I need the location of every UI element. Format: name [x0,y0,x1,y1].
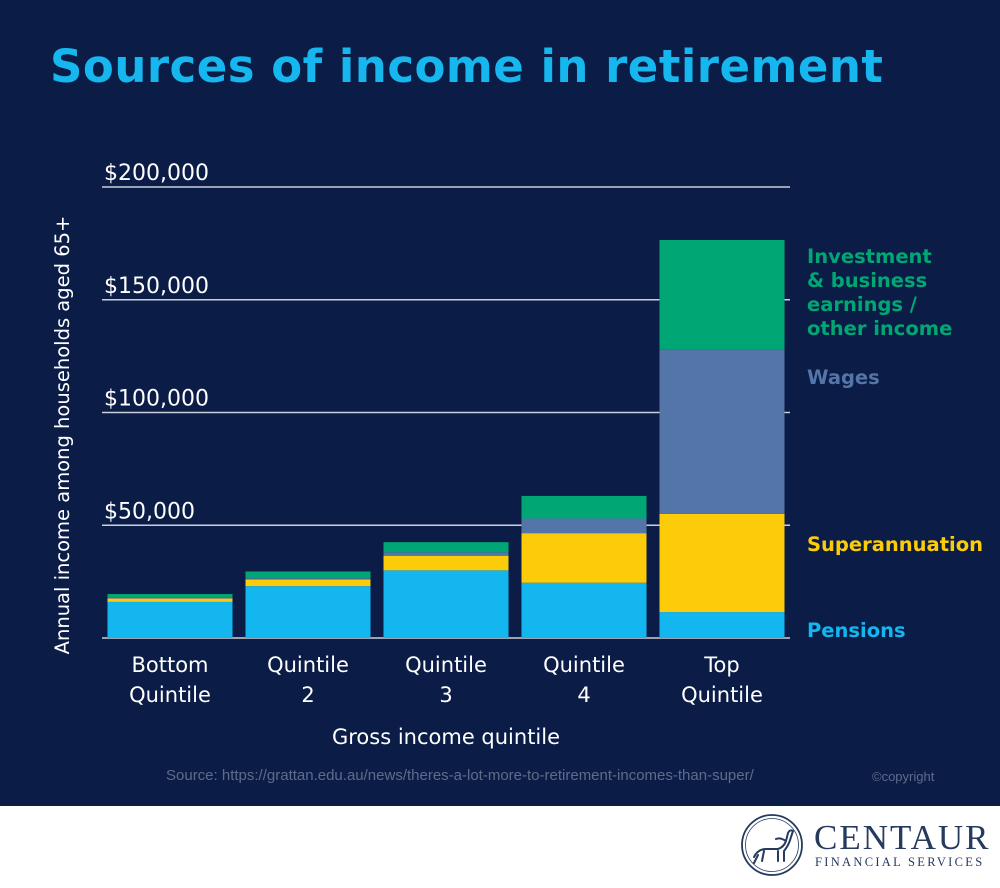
bar-segment [107,601,233,638]
series-label: Wages [807,366,880,389]
x-tick-label: Quintile [267,653,349,677]
logo-subtitle: FINANCIAL SERVICES [815,855,985,869]
bar-segment [383,542,509,553]
series-label: Investment [807,245,932,268]
bar-segment [107,594,233,598]
x-tick-label: Quintile [405,653,487,677]
chart-panel [0,0,1000,806]
bar-segment [659,239,785,350]
logo-wordmark: CENTAUR [814,818,991,857]
series-label: & business [807,269,927,292]
centaur-logo-icon [741,814,803,876]
y-tick-label: $100,000 [104,387,209,412]
bar-segment [659,349,785,514]
footer [0,806,1000,888]
bar-segment [383,552,509,556]
bar-segment [383,570,509,638]
x-axis-label: Gross income quintile [332,725,560,749]
chart-title: Sources of income in retirement [50,40,884,93]
bar-segment [245,578,371,580]
x-tick-label: 2 [301,683,314,707]
x-tick-label: Top [703,653,739,677]
series-label: Superannuation [807,533,983,556]
series-label: earnings / [807,293,918,316]
bar-segment [521,495,647,519]
x-tick-label: Bottom [131,653,208,677]
series-label: Pensions [807,619,906,642]
bar-segment [245,586,371,638]
bar-segment [659,612,785,638]
y-axis-label: Annual income among households aged 65+ [51,216,74,655]
x-tick-label: 3 [439,683,452,707]
y-tick-label: $150,000 [104,274,209,299]
bar-segment [521,518,647,534]
bar-segment [107,597,233,599]
x-tick-label: Quintile [681,683,763,707]
bar-segment [521,582,647,638]
copyright-note: ©copyright [872,769,935,784]
series-label: other income [807,317,952,340]
y-tick-label: $200,000 [104,161,209,186]
source-note: Source: https://grattan.edu.au/news/ther… [166,767,754,784]
x-tick-label: Quintile [543,653,625,677]
stacked-bar-chart: $200,000 $150,000 $100,000 $50,000 Bottom Qui… [51,161,983,749]
bar-segment [659,513,785,613]
y-tick-label: $50,000 [104,499,195,524]
bar-segment [521,533,647,583]
bar-segment [383,555,509,571]
x-tick-label: 4 [577,683,590,707]
bar-segment [245,571,371,579]
bar-segment [107,598,233,602]
x-tick-label: Quintile [129,683,211,707]
bar-segment [245,579,371,587]
